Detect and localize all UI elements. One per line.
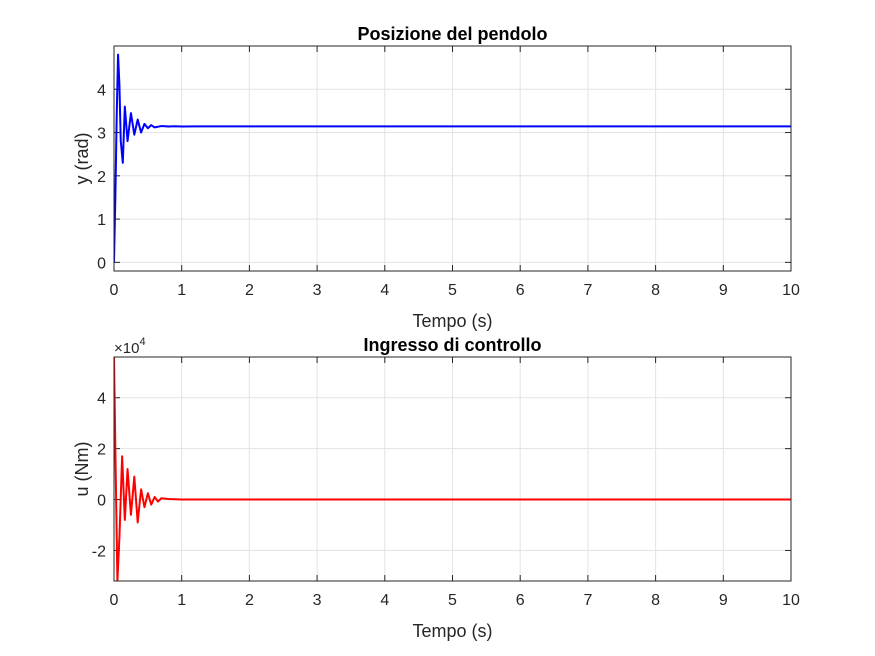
x-tick-label: 7 [583, 282, 592, 299]
y-tick-label: 2 [97, 169, 106, 186]
y-tick-label: -2 [92, 543, 106, 560]
y-tick-label: 0 [97, 255, 106, 272]
x-tick-label: 3 [313, 592, 322, 609]
x-tick-label: 8 [651, 592, 660, 609]
y-tick-label: 0 [97, 493, 106, 510]
y-exponent-power: 4 [139, 336, 145, 348]
chart-title: Ingresso di controllo [363, 335, 541, 355]
subplot-1: 0 1 2 3 4 5 6 7 8 9 10 0 1 2 3 4 Posizione del pendolo Te… [72, 24, 800, 331]
y-exponent-label: ×104 [114, 336, 146, 357]
y-tick-label: 4 [97, 82, 106, 99]
y-tick-label: 3 [97, 126, 106, 143]
x-axis-label: Tempo (s) [412, 621, 492, 641]
x-tick-label: 2 [245, 282, 254, 299]
series-line-1 [114, 357, 791, 581]
series-line-1 [114, 53, 791, 263]
y-tick-label: 4 [97, 391, 106, 408]
x-tick-label: 0 [110, 592, 119, 609]
y-tick-label: 2 [97, 442, 106, 459]
subplot-2: 0 1 2 3 4 5 6 7 8 9 10 -2 0 2 4 Ingresso di controllo Te… [72, 335, 800, 641]
chart-title: Posizione del pendolo [357, 24, 547, 44]
x-tick-label: 1 [177, 592, 186, 609]
y-axis-label: y (rad) [72, 132, 92, 184]
x-tick-label: 10 [782, 592, 800, 609]
x-tick-label: 7 [583, 592, 592, 609]
x-tick-label: 6 [516, 282, 525, 299]
x-axis-label: Tempo (s) [412, 311, 492, 331]
x-tick-label: 8 [651, 282, 660, 299]
x-tick-label: 10 [782, 282, 800, 299]
x-tick-label: 5 [448, 592, 457, 609]
x-tick-label: 5 [448, 282, 457, 299]
x-tick-label: 1 [177, 282, 186, 299]
axis-box [113, 356, 792, 582]
y-tick-label: 1 [97, 212, 106, 229]
x-tick-label: 9 [719, 282, 728, 299]
x-tick-label: 9 [719, 592, 728, 609]
x-tick-label: 2 [245, 592, 254, 609]
x-tick-label: 3 [313, 282, 322, 299]
y-axis-label: u (Nm) [72, 442, 92, 497]
x-tick-label: 0 [110, 282, 119, 299]
x-tick-label: 4 [380, 282, 389, 299]
x-tick-label: 6 [516, 592, 525, 609]
x-tick-label: 4 [380, 592, 389, 609]
axis-box [113, 45, 792, 272]
